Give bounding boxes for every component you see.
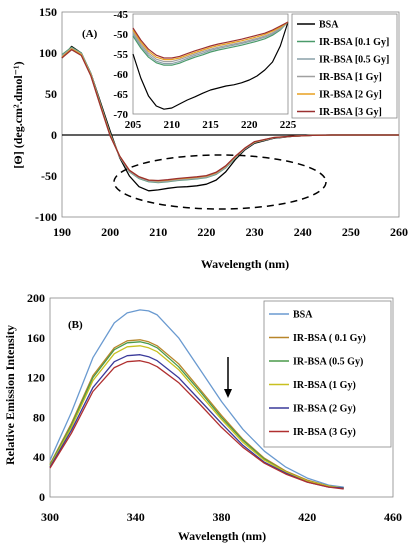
inset-series-bsa — [132, 21, 289, 110]
inset-y-tick-label: -65 — [113, 89, 128, 101]
legend-item-label: IR-BSA (0.5 Gy) — [293, 357, 363, 368]
panel-a-y-tick-label: -100 — [35, 210, 57, 224]
inset-x-tick-label: 205 — [125, 119, 142, 131]
inset-x-tick-label: 210 — [164, 119, 181, 131]
panel-a-x-tick-label: 250 — [342, 225, 360, 239]
panel-b-series-ir-bsa-1-gy — [49, 345, 344, 489]
legend-item-label: IR-BSA [0.1 Gy] — [319, 37, 389, 48]
panel-b-x-tick-label: 340 — [127, 510, 145, 524]
inset-y-tick-label: -70 — [113, 109, 128, 121]
panel-a-series-ir-bsa-3-gy — [61, 49, 399, 182]
inset-y-tick-label: -45 — [113, 9, 128, 21]
panel-b-legend: BSA IR-BSA ( 0.1 Gy) IR-BSA (0.5 Gy) IR-BSA… — [263, 300, 392, 448]
panel-b-plot-frame — [49, 297, 394, 498]
inset-frame — [132, 13, 289, 115]
legend-item-label: IR-BSA [3 Gy] — [319, 107, 382, 118]
panel-a-x-tick-label: 210 — [149, 225, 167, 239]
inset-x-tick-label: 220 — [241, 119, 258, 131]
panel-b-series-ir-bsa-3-gy — [49, 360, 344, 490]
panel-b-x-axis-label: Wavelength (nm) — [178, 529, 266, 543]
panel-a-x-tick-label: 220 — [197, 225, 215, 239]
panel-a-label: (A) — [82, 28, 98, 40]
highlight-ellipse — [113, 154, 327, 210]
panel-b-series-bsa — [49, 309, 344, 488]
panel-a-y-tick-label: 0 — [51, 128, 57, 142]
panel-b-series-ir-bsa-0-1-gy — [49, 339, 344, 489]
panel-a-x-tick-label: 260 — [390, 225, 408, 239]
legend-item-label: IR-BSA [2 Gy] — [319, 90, 382, 101]
panel-b-y-tick-label: 120 — [27, 371, 45, 385]
legend-item-label: BSA — [319, 20, 339, 31]
panel-b-x-tick-label: 460 — [384, 510, 402, 524]
legend-item-label: IR-BSA (2 Gy) — [293, 404, 356, 415]
panel-a-y-tick-label: -50 — [41, 169, 57, 183]
panel-b-label: (B) — [68, 319, 83, 331]
panel-a-plot-frame — [61, 11, 400, 218]
panel-b-legend-box — [263, 300, 392, 448]
legend-item-label: IR-BSA ( 0.1 Gy) — [293, 333, 366, 344]
panel-a-legend-box — [291, 13, 398, 119]
panel-a-y-tick-label: 100 — [39, 46, 57, 60]
panel-b-x-tick-label: 300 — [41, 510, 59, 524]
panel-a-y-tick-label: 150 — [39, 5, 57, 19]
panel-b-x-tick-label: 420 — [298, 510, 316, 524]
panel-a-y-axis-label: [Θ] (deg.cm².dmol⁻¹) — [11, 61, 25, 168]
panel-b-y-tick-label: 80 — [33, 410, 45, 424]
panel-b-y-axis-label: Relative Emission Intensity — [3, 325, 17, 465]
panel-b: 200 160 120 80 40 0 300 340 380 420 460 (B) Relat… — [3, 291, 402, 543]
inset-series-ir-bsa-2-gy — [132, 21, 289, 61]
panel-b-x-tick-label: 380 — [213, 510, 231, 524]
panel-b-y-tick-label: 40 — [33, 450, 45, 464]
inset-y-tick-label: -60 — [113, 69, 128, 81]
panel-b-y-tick-label: 200 — [27, 291, 45, 305]
inset-series-ir-bsa-0-1-gy — [132, 21, 289, 66]
inset-x-tick-label: 215 — [202, 119, 219, 131]
legend-item-label: IR-BSA (1 Gy) — [293, 380, 356, 391]
panel-a-x-axis-label: Wavelength (nm) — [201, 257, 289, 271]
panel-a: 150 100 50 0 -50 -100 190 200 210 220 230 240 250 26… — [11, 5, 408, 271]
panel-a-x-tick-label: 200 — [101, 225, 119, 239]
panel-a-x-tick-label: 230 — [246, 225, 264, 239]
inset-y-tick-label: -55 — [113, 49, 128, 61]
legend-item-label: IR-BSA [1 Gy] — [319, 72, 382, 83]
legend-item-label: BSA — [293, 310, 313, 321]
inset-chart: -45 -50 -55 -60 -65 -70 205 210 215 220 225 — [113, 9, 296, 131]
panel-a-legend: BSA IR-BSA [0.1 Gy] IR-BSA [0.5 Gy] IR-BSA … — [291, 13, 398, 119]
panel-a-x-tick-label: 240 — [294, 225, 312, 239]
inset-y-tick-label: -50 — [113, 29, 128, 41]
inset-series-ir-bsa-3-gy — [132, 21, 289, 59]
legend-item-label: IR-BSA [0.5 Gy] — [319, 55, 389, 66]
panel-b-y-tick-label: 0 — [39, 490, 45, 504]
inset-x-tick-label: 225 — [280, 119, 297, 131]
inset-series-ir-bsa-1-gy — [132, 21, 289, 63]
panel-a-y-tick-label: 50 — [45, 87, 57, 101]
inset-series-ir-bsa-0-5-gy — [132, 21, 289, 65]
panel-b-y-tick-label: 160 — [27, 331, 45, 345]
legend-item-label: IR-BSA (3 Gy) — [293, 427, 356, 438]
panel-a-x-tick-label: 190 — [53, 225, 71, 239]
decrease-arrow-icon — [224, 357, 232, 398]
